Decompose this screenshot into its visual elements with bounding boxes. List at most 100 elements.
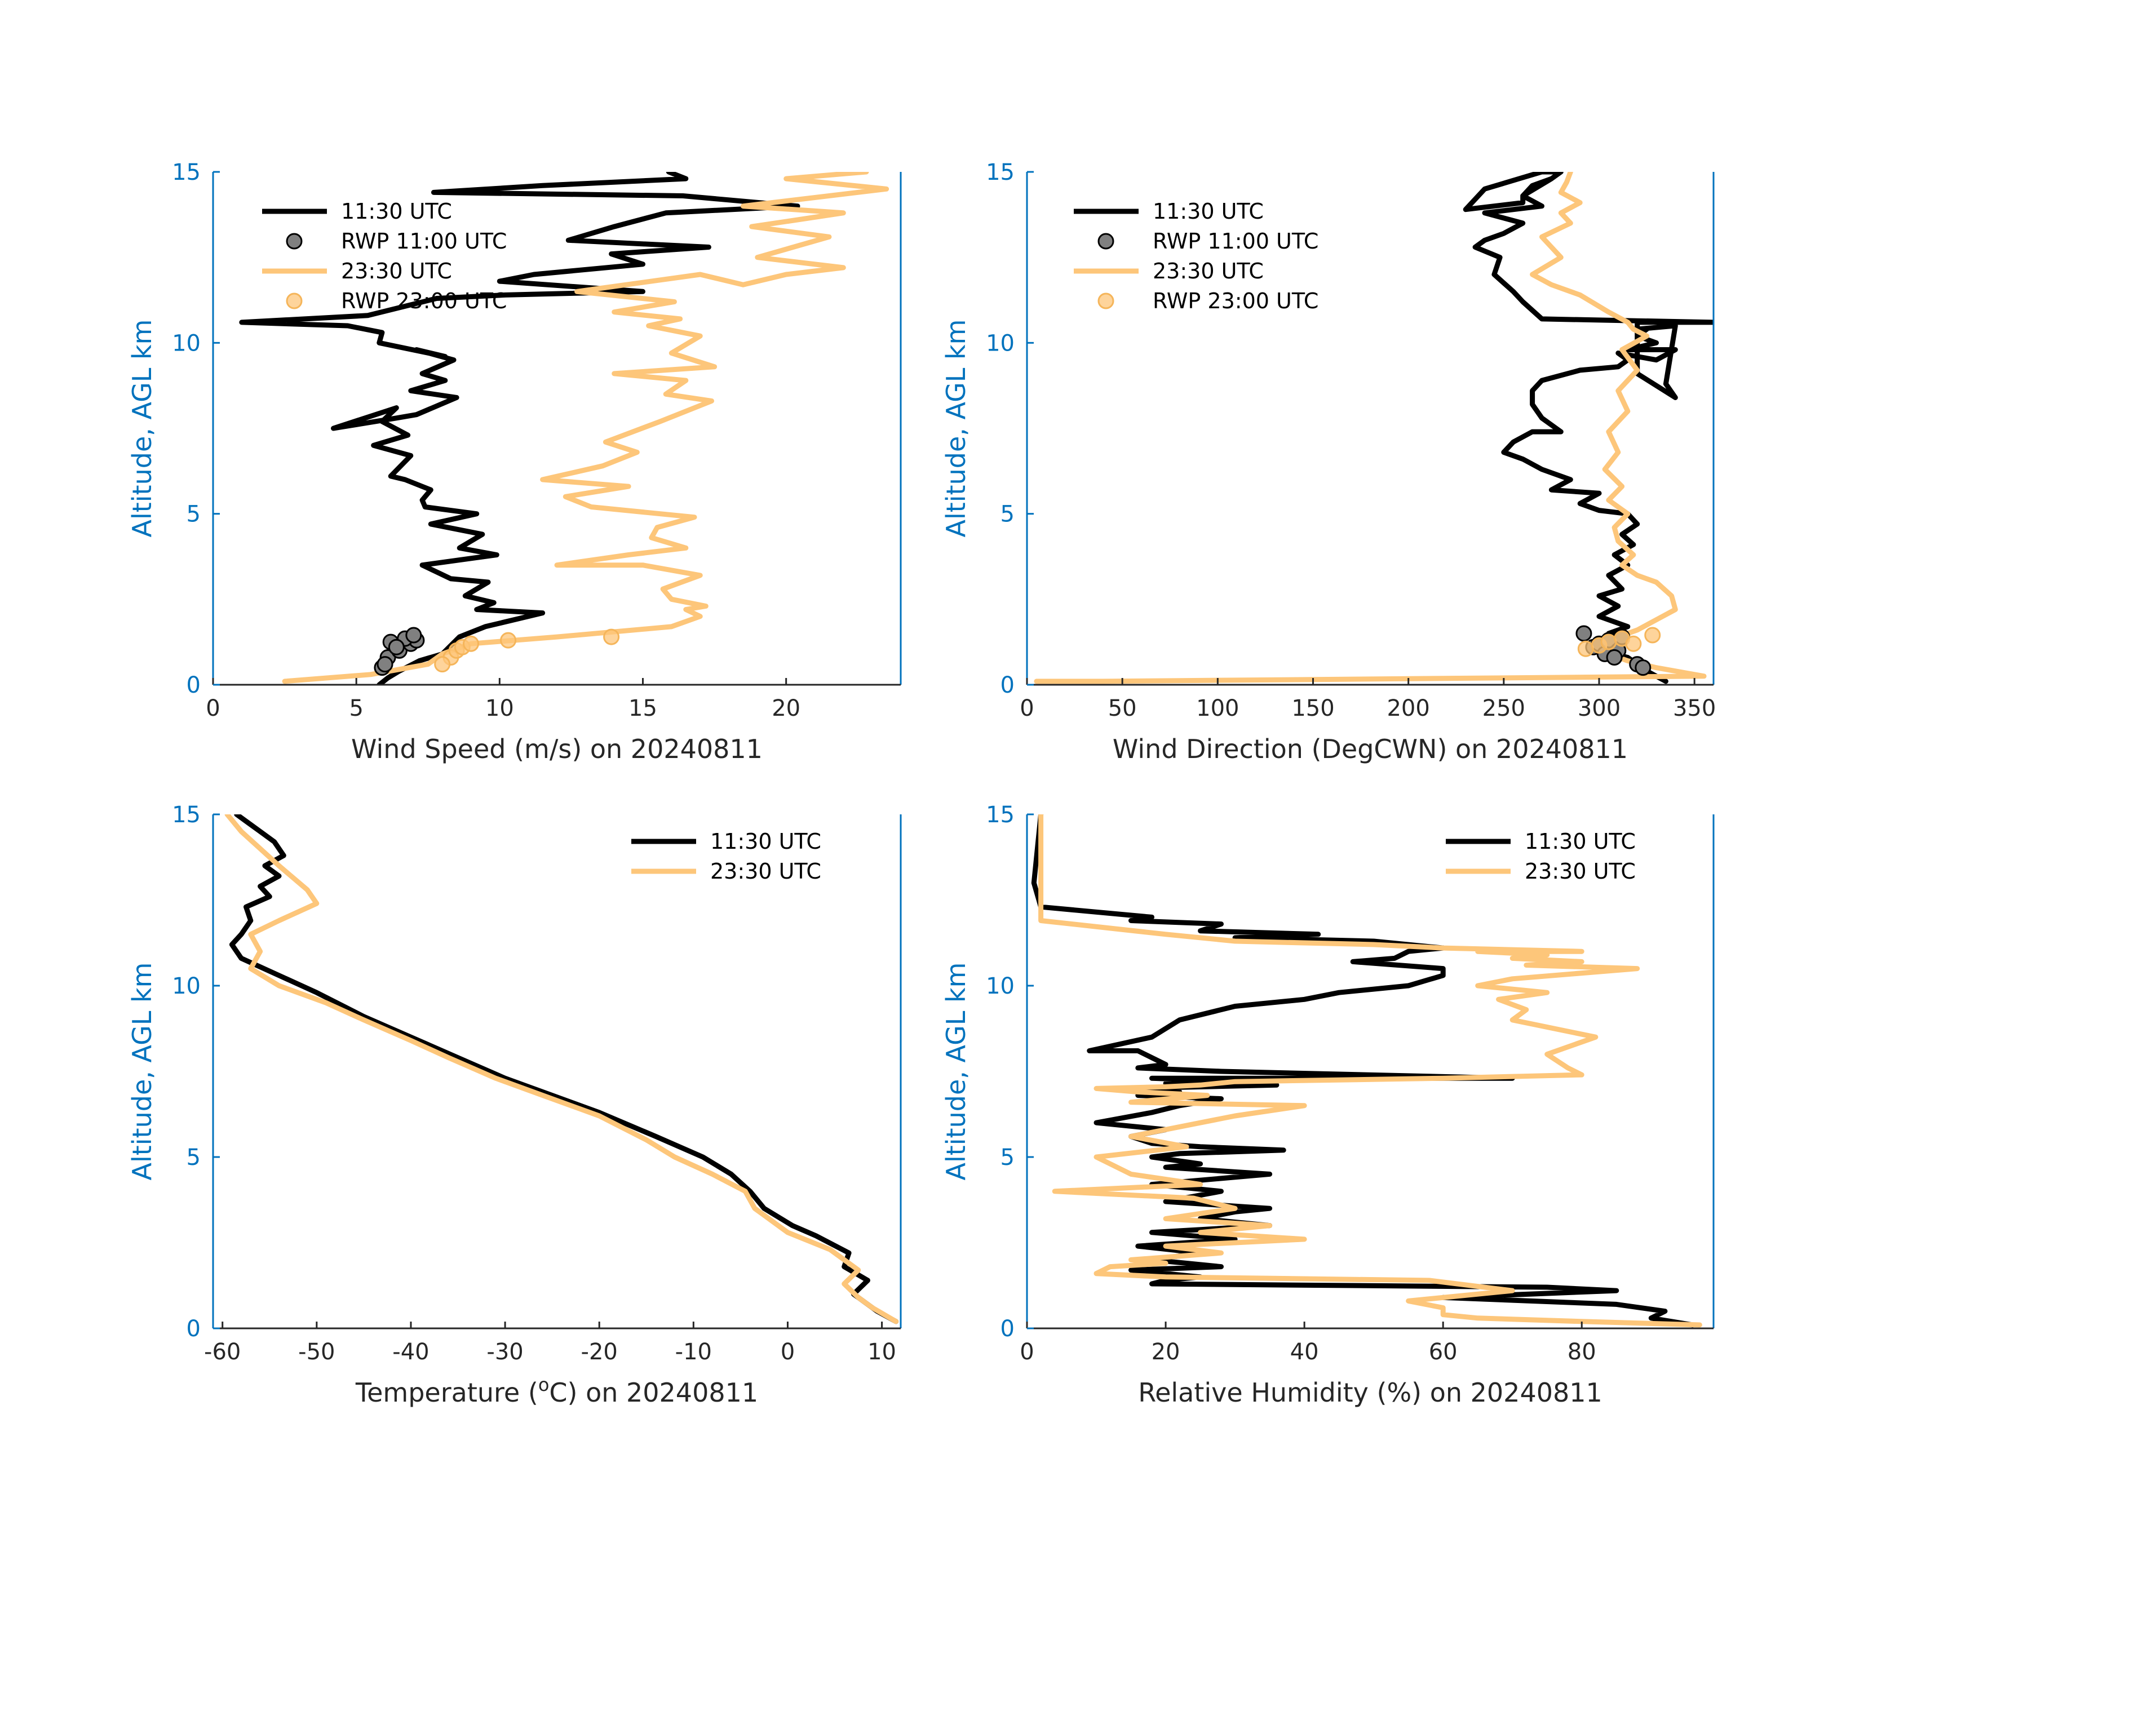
wind-direction-x-tick-label: 50 bbox=[1108, 695, 1137, 721]
temperature-legend: 11:30 UTC 23:30 UTC bbox=[631, 829, 821, 884]
wind-direction-series-rwp-23-00-utc-marker bbox=[1577, 640, 1594, 657]
wind-direction-x-tick-label: 0 bbox=[1020, 695, 1034, 721]
relative-humidity-y-tick-label: 0 bbox=[1000, 1316, 1015, 1342]
wind-direction-x-tick-label: 150 bbox=[1291, 695, 1334, 721]
temperature-legend-23-30-utc-label: 23:30 UTC bbox=[710, 859, 821, 884]
wind-direction-y-tick-label: 0 bbox=[1000, 672, 1015, 698]
temperature-x-title-prefix: Temperature ( bbox=[355, 1377, 538, 1408]
relative-humidity-series-23-30-utc-line bbox=[1038, 814, 1702, 1328]
wind-direction-series-23-30-utc-line bbox=[1034, 172, 1707, 684]
wind-speed-series-rwp-23-00-utc-marker bbox=[603, 628, 620, 645]
temperature-y-tick-label: 0 bbox=[187, 1316, 201, 1342]
relative-humidity-x-tick-label: 40 bbox=[1290, 1339, 1319, 1365]
temperature-series-23-30-utc-line bbox=[224, 814, 899, 1324]
wind-direction-series-rwp-23-00-utc-marker bbox=[1625, 635, 1642, 652]
wind-direction-x-tick-label: 200 bbox=[1387, 695, 1429, 721]
wind-speed-series-rwp-23-00-utc-marker bbox=[434, 656, 451, 673]
wind-direction-x-tick-label: 250 bbox=[1482, 695, 1525, 721]
wind-speed-lines bbox=[239, 172, 889, 685]
wind-speed-series-rwp-23-00-utc-marker bbox=[500, 632, 517, 649]
wind-speed-legend-rwp-23-00-utc-label: RWP 23:00 UTC bbox=[341, 289, 507, 313]
wind-speed-legend: 11:30 UTC RWP 11:00 UTC 23:30 UTC RWP 23:00… bbox=[262, 199, 507, 313]
wind-direction-legend-23-30-utc-label: 23:30 UTC bbox=[1153, 259, 1264, 283]
wind-speed-y-axis-title: Altitude, AGL km bbox=[127, 319, 157, 537]
temperature-x-ticks: -60 -50 -40 -30 -20 -10 0 10 bbox=[204, 1322, 896, 1365]
wind-speed-legend-rwp-11-00-utc-swatch bbox=[286, 233, 303, 250]
relative-humidity-y-tick-label: 5 bbox=[1000, 1145, 1015, 1171]
wind-direction-legend: 11:30 UTC RWP 11:00 UTC 23:30 UTC RWP 23:00… bbox=[1074, 199, 1318, 313]
wind-direction-legend-rwp-23-00-utc-label: RWP 23:00 UTC bbox=[1153, 289, 1318, 313]
temperature-series-11-30-utc-line bbox=[229, 814, 899, 1324]
wind-speed-legend-23-30-utc-label: 23:30 UTC bbox=[341, 259, 452, 283]
wind-direction-y-ticks: 0 5 10 15 bbox=[986, 159, 1034, 698]
relative-humidity-x-tick-label: 20 bbox=[1152, 1339, 1180, 1365]
wind-direction-series-rwp-23-00-utc-marker bbox=[1600, 633, 1617, 650]
wind-direction-series-rwp-23-00-utc-marker bbox=[1644, 627, 1661, 644]
wind-speed-series-rwp-11-00-utc-marker bbox=[405, 627, 422, 644]
relative-humidity-x-ticks: 0 20 40 60 80 bbox=[1020, 1322, 1596, 1365]
wind-speed-series-rwp-23-00-utc-marker bbox=[463, 635, 479, 652]
wind-direction-x-ticks: 0 50 100 150 200 250 300 350 bbox=[1020, 678, 1716, 721]
wind-speed-x-tick-label: 10 bbox=[485, 695, 514, 721]
wind-speed-y-tick-label: 15 bbox=[172, 159, 201, 185]
temperature-x-tick-label: -20 bbox=[581, 1339, 618, 1365]
relative-humidity-y-ticks: 0 5 10 15 bbox=[986, 802, 1034, 1342]
temperature-y-tick-label: 10 bbox=[172, 973, 201, 999]
wind-speed-x-tick-label: 5 bbox=[349, 695, 363, 721]
wind-speed-legend-11-30-utc-label: 11:30 UTC bbox=[341, 199, 452, 224]
relative-humidity-x-tick-label: 0 bbox=[1020, 1339, 1034, 1365]
relative-humidity-legend-11-30-utc-label: 11:30 UTC bbox=[1525, 829, 1636, 854]
temperature-x-tick-label: -60 bbox=[204, 1339, 241, 1365]
wind-direction-x-tick-label: 100 bbox=[1196, 695, 1239, 721]
temperature-y-axis-title: Altitude, AGL km bbox=[127, 962, 157, 1180]
temperature-x-tick-label: -30 bbox=[486, 1339, 523, 1365]
temperature-lines bbox=[224, 814, 899, 1324]
temperature-y-tick-label: 5 bbox=[187, 1145, 201, 1171]
temperature-x-title-degree: o bbox=[538, 1374, 550, 1395]
temperature-x-axis-title: Temperature (oC) on 20240811 bbox=[355, 1374, 758, 1408]
wind-speed-x-ticks: 0 5 10 15 20 bbox=[206, 678, 800, 721]
wind-speed-series-11-30-utc-line bbox=[239, 172, 800, 685]
temperature-x-title-suffix: C) on 20240811 bbox=[549, 1377, 758, 1408]
wind-speed-y-tick-label: 5 bbox=[187, 502, 201, 528]
wind-speed-x-tick-label: 15 bbox=[628, 695, 657, 721]
temperature-y-ticks: 0 5 10 15 bbox=[172, 802, 220, 1342]
wind-direction-legend-11-30-utc-label: 11:30 UTC bbox=[1153, 199, 1264, 224]
wind-direction-legend-rwp-11-00-utc-label: RWP 11:00 UTC bbox=[1153, 229, 1318, 254]
wind-speed-panel: 0 5 10 15 20 0 5 10 15 Wind Speed (m/s) on 2024… bbox=[127, 159, 902, 764]
temperature-x-tick-label: 10 bbox=[867, 1339, 896, 1365]
relative-humidity-x-tick-label: 60 bbox=[1429, 1339, 1458, 1365]
wind-speed-legend-rwp-23-00-utc-swatch bbox=[286, 292, 303, 309]
wind-speed-series-23-30-utc-line bbox=[282, 172, 889, 684]
temperature-x-tick-label: -10 bbox=[675, 1339, 712, 1365]
wind-direction-legend-rwp-23-00-utc-swatch bbox=[1097, 292, 1114, 309]
wind-speed-x-tick-label: 0 bbox=[206, 695, 220, 721]
temperature-x-tick-label: 0 bbox=[781, 1339, 795, 1365]
temperature-legend-11-30-utc-label: 11:30 UTC bbox=[710, 829, 821, 854]
wind-direction-y-axis-title: Altitude, AGL km bbox=[941, 319, 971, 537]
relative-humidity-x-axis-title: Relative Humidity (%) on 20240811 bbox=[1138, 1377, 1602, 1408]
wind-direction-lines bbox=[1034, 172, 1714, 684]
wind-speed-y-ticks: 0 5 10 15 bbox=[172, 159, 220, 698]
relative-humidity-legend: 11:30 UTC 23:30 UTC bbox=[1446, 829, 1636, 884]
relative-humidity-y-tick-label: 15 bbox=[986, 802, 1015, 828]
wind-direction-x-tick-label: 350 bbox=[1673, 695, 1716, 721]
wind-direction-y-tick-label: 10 bbox=[986, 330, 1015, 356]
wind-direction-x-axis-title: Wind Direction (DegCWN) on 20240811 bbox=[1113, 734, 1628, 764]
wind-speed-x-axis-title: Wind Speed (m/s) on 20240811 bbox=[351, 734, 763, 764]
relative-humidity-panel: 0 20 40 60 80 0 5 10 15 Relative Humidity (%) o… bbox=[941, 802, 1715, 1408]
relative-humidity-x-tick-label: 80 bbox=[1568, 1339, 1596, 1365]
wind-speed-y-tick-label: 0 bbox=[187, 672, 201, 698]
wind-direction-legend-rwp-11-00-utc-swatch bbox=[1097, 233, 1114, 250]
wind-direction-panel: 0 50 100 150 200 250 300 350 0 5 10 15 Wind Direct… bbox=[941, 159, 1716, 764]
temperature-x-tick-label: -40 bbox=[392, 1339, 429, 1365]
wind-speed-series-rwp-11-00-utc-marker bbox=[388, 639, 405, 655]
temperature-panel: -60 -50 -40 -30 -20 -10 0 10 0 5 10 15 Temperature… bbox=[127, 802, 902, 1408]
wind-speed-y-tick-label: 10 bbox=[172, 330, 201, 356]
wind-direction-series-rwp-11-00-utc-marker bbox=[1635, 659, 1652, 676]
wind-speed-x-tick-label: 20 bbox=[772, 695, 800, 721]
wind-speed-legend-rwp-11-00-utc-label: RWP 11:00 UTC bbox=[341, 229, 507, 254]
wind-speed-series-rwp-11-00-utc-marker bbox=[377, 656, 393, 673]
